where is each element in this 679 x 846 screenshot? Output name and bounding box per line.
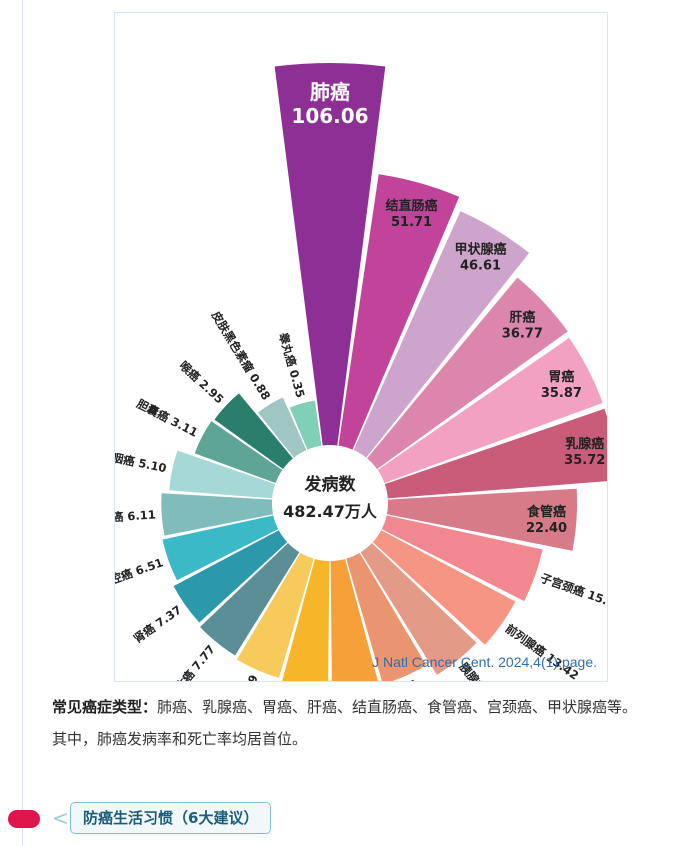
sector-20: [214, 393, 293, 470]
sector-0: [274, 63, 386, 446]
caption-types-label: 常见癌症类型：: [52, 698, 158, 716]
section-marker-pill: [8, 810, 40, 828]
sector-10: [346, 552, 427, 681]
sector-4: [377, 337, 603, 484]
sector-8: [372, 530, 516, 645]
category-label-6: 食管癌: [527, 504, 566, 520]
sector-15: [173, 530, 288, 623]
category-value-label-14: 子宫体癌 7.77: [158, 642, 218, 681]
sector-2: [353, 211, 530, 458]
category-value-label-8: 前列腺癌 13.42: [503, 621, 582, 681]
caption-note: 其中，肺癌发病率和死亡率均居首位。: [52, 730, 308, 748]
chevron-left-icon: <: [52, 806, 69, 830]
sector-1: [338, 174, 460, 450]
category-label-0: 肺癌: [310, 80, 350, 104]
category-label-1: 结直肠癌: [386, 198, 438, 214]
sector-6: [386, 488, 578, 551]
sector-5: [384, 408, 607, 499]
sector-18: [169, 450, 276, 499]
center-disc: [273, 446, 387, 560]
category-label-2: 甲状腺癌: [454, 242, 506, 258]
sector-12: [282, 559, 330, 681]
category-value-label-22: 睾丸癌 0.35: [276, 331, 308, 399]
category-value-label-13: 白血病 8.19: [221, 673, 260, 681]
left-vertical-rule: [22, 0, 23, 846]
section-heading-button[interactable]: 防癌生活习惯（6大建议）: [70, 802, 272, 834]
sector-9: [360, 543, 477, 675]
sector-3: [367, 277, 568, 470]
chart-sectors: [161, 63, 607, 681]
category-value-label-16: 口腔癌 6.51: [115, 555, 165, 591]
value-label-5: 35.72: [564, 453, 605, 468]
caption-types: 常见癌症类型：肺癌、乳腺癌、胃癌、肝癌、结直肠癌、食管癌、宫颈癌、甲状腺癌等。: [52, 694, 672, 720]
value-label-1: 51.71: [391, 215, 432, 230]
caption: 常见癌症类型：肺癌、乳腺癌、胃癌、肝癌、结直肠癌、食管癌、宫颈癌、甲状腺癌等。 …: [52, 694, 672, 752]
value-label-0: 106.06: [291, 104, 368, 128]
sector-13: [236, 552, 314, 678]
category-value-label-17: 卵巢癌 6.11: [115, 507, 156, 526]
sector-17: [161, 493, 274, 536]
value-label-6: 22.40: [526, 521, 567, 536]
category-label-4: 胃癌: [548, 369, 574, 385]
category-value-label-7: 子宫颈癌 15.07: [538, 571, 607, 613]
value-label-3: 36.77: [502, 326, 543, 341]
sector-22: [289, 400, 322, 450]
sector-19: [194, 421, 283, 484]
sector-7: [381, 515, 543, 602]
caption-types-text: 肺癌、乳腺癌、胃癌、肝癌、结直肠癌、食管癌、宫颈癌、甲状腺癌等。: [157, 698, 638, 716]
category-label-5: 乳腺癌: [565, 436, 604, 452]
value-label-4: 35.87: [541, 386, 582, 401]
sector-21: [258, 397, 307, 458]
category-value-label-18: 鼻咽癌 5.10: [115, 448, 168, 475]
value-label-2: 46.61: [460, 259, 501, 274]
sector-14: [200, 543, 300, 656]
category-label-3: 肝癌: [509, 309, 535, 325]
sector-16: [162, 515, 279, 581]
category-value-label-15: 肾癌 7.37: [131, 602, 184, 645]
sector-11: [330, 559, 378, 681]
source-citation: J Natl Cancer Cent. 2024,4(1):page.: [372, 654, 597, 670]
chart-frame: 肺癌 106.06 结直肠癌 51.71 甲状腺癌 46.61 肝癌 36.77 胃癌 35.87…: [114, 12, 608, 682]
center-value: 482.47万人: [283, 502, 378, 521]
category-value-label-10: 膀胱癌 9.29: [401, 678, 441, 681]
category-value-label-20: 喉癌 2.95: [177, 358, 227, 406]
center-title: 发病数: [304, 474, 357, 495]
category-value-label-19: 胆囊癌 3.11: [134, 396, 200, 439]
